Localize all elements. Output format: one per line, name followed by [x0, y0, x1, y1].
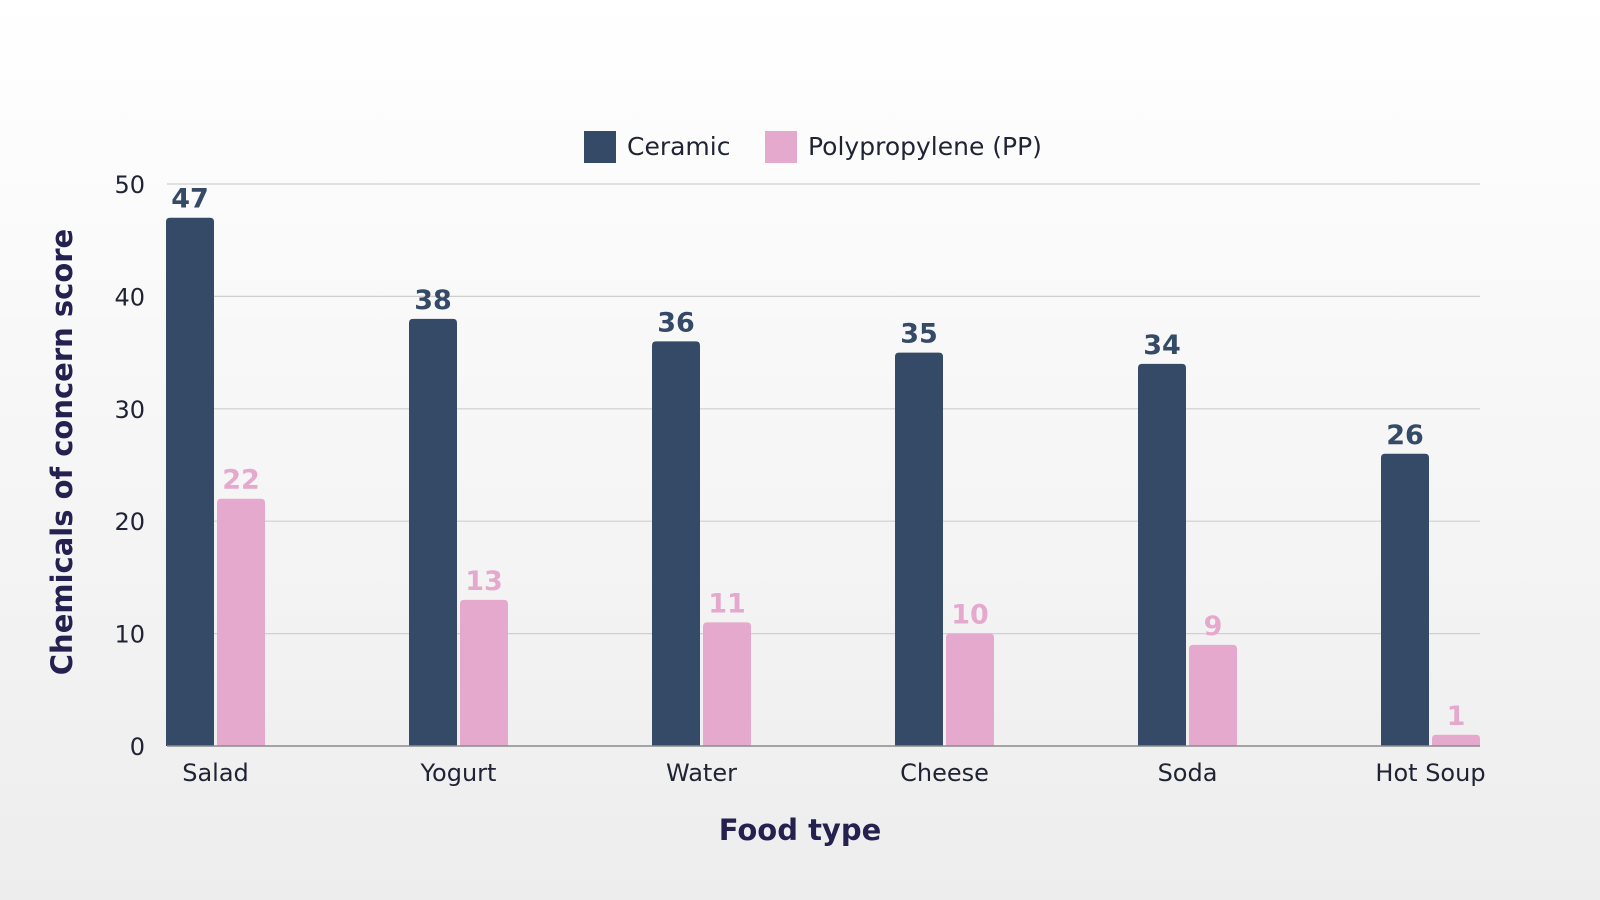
bar-polypropylene [1432, 735, 1480, 746]
legend-label: Polypropylene (PP) [808, 132, 1042, 161]
data-label: 38 [414, 285, 452, 316]
bar-ceramic [1381, 454, 1429, 746]
legend: Ceramic Polypropylene (PP) [584, 131, 1042, 163]
data-label: 22 [222, 465, 260, 496]
bar-ceramic [166, 218, 214, 746]
bar-ceramic [652, 341, 700, 746]
y-tick-label: 20 [114, 508, 145, 536]
bar-polypropylene [946, 634, 994, 746]
bar-ceramic [1138, 364, 1186, 746]
legend-label: Ceramic [627, 132, 730, 161]
data-label: 35 [900, 319, 938, 350]
data-label: 13 [465, 566, 503, 597]
bar-polypropylene [460, 600, 508, 746]
bar-polypropylene [217, 499, 265, 746]
data-labels: 47 22 38 13 36 11 35 10 34 9 26 1 [171, 184, 1465, 732]
data-label: 9 [1204, 611, 1223, 642]
bar-ceramic [895, 353, 943, 746]
x-category-label: Cheese [900, 759, 989, 787]
data-label: 36 [657, 307, 695, 338]
y-tick-label: 10 [114, 621, 145, 649]
gridlines [167, 184, 1480, 634]
y-axis-ticks: 0 10 20 30 40 50 [114, 171, 145, 761]
bar-polypropylene [703, 622, 751, 746]
data-label: 47 [171, 184, 209, 215]
x-axis-categories: Salad Yogurt Water Cheese Soda Hot Soup [182, 759, 1485, 787]
bar-polypropylene [1189, 645, 1237, 746]
x-category-label: Hot Soup [1375, 759, 1485, 787]
y-tick-label: 0 [130, 733, 145, 761]
data-label: 26 [1386, 420, 1424, 451]
x-axis-title: Food type [719, 813, 882, 847]
data-label: 10 [951, 600, 989, 631]
x-category-label: Salad [182, 759, 249, 787]
y-tick-label: 40 [114, 283, 145, 311]
legend-swatch-ceramic [584, 131, 616, 163]
x-category-label: Soda [1158, 759, 1218, 787]
legend-swatch-polypropylene [765, 131, 797, 163]
y-tick-label: 50 [114, 171, 145, 199]
x-category-label: Water [666, 759, 737, 787]
y-axis-title: Chemicals of concern score [45, 229, 79, 675]
x-category-label: Yogurt [420, 759, 497, 787]
data-label: 11 [708, 588, 746, 619]
bar-ceramic [409, 319, 457, 746]
y-tick-label: 30 [114, 396, 145, 424]
data-label: 1 [1447, 701, 1466, 732]
data-label: 34 [1143, 330, 1181, 361]
